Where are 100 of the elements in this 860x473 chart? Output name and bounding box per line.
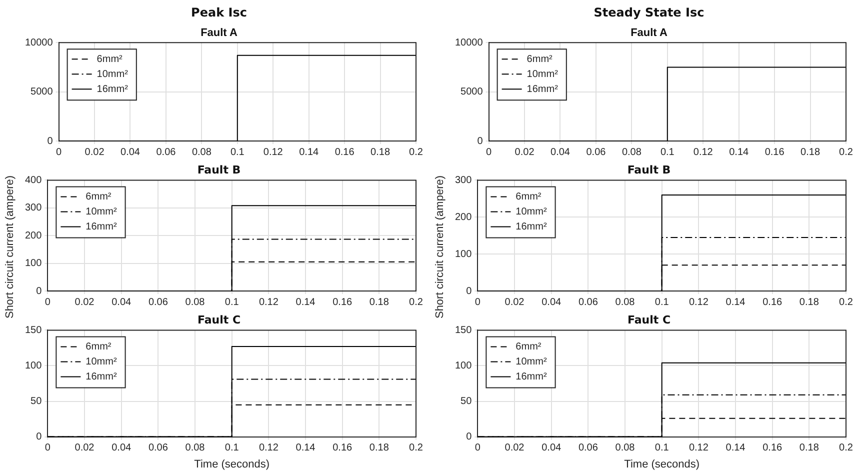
x-tick-label: 0.14 [726, 296, 746, 308]
chart-title: Peak Isc [191, 5, 247, 20]
legend-label: 10mm² [86, 206, 118, 218]
y-tick-label: 400 [24, 174, 42, 186]
x-tick-label: 0.08 [615, 442, 636, 454]
x-tick-label: 0.02 [74, 296, 95, 308]
x-tick-label: 0.18 [799, 442, 820, 454]
x-tick-label: 0.04 [120, 146, 140, 158]
x-tick-label: 0.02 [504, 296, 525, 308]
x-tick-label: 0.08 [185, 296, 206, 308]
x-tick-label: 0.02 [514, 146, 535, 158]
chart-subtitle: Fault A [630, 27, 668, 40]
x-axis-title: Time (seconds) [194, 458, 270, 470]
x-tick-label: 0.18 [369, 296, 390, 308]
legend-label: 10mm² [516, 206, 548, 218]
y-tick-label: 50 [30, 396, 42, 408]
x-tick-label: 0.06 [156, 146, 176, 158]
y-tick-label: 100 [454, 360, 472, 372]
x-tick-label: 0.04 [542, 442, 562, 454]
y-axis-title: Short circuit current (ampere) [434, 175, 446, 319]
x-tick-label: 0.2 [409, 296, 424, 308]
x-tick-label: 0.06 [148, 442, 168, 454]
x-tick-label: 0.08 [615, 296, 636, 308]
legend-label: 16mm² [86, 371, 118, 382]
legend-label: 6mm² [86, 191, 112, 202]
x-tick-label: 0.18 [370, 146, 390, 158]
y-tick-label: 0 [36, 432, 42, 443]
y-tick-label: 10000 [454, 37, 484, 48]
x-tick-label: 0.1 [654, 296, 670, 308]
y-tick-label: 10000 [24, 37, 54, 48]
y-tick-label: 0 [466, 286, 472, 297]
x-axis-title: Time (seconds) [624, 458, 700, 470]
x-tick-label: 0.1 [654, 442, 670, 454]
legend-label: 6mm² [96, 54, 124, 65]
x-tick-label: 0.02 [74, 442, 95, 454]
chart-title: Fault B [197, 163, 241, 176]
x-tick-label: 0.06 [148, 296, 168, 308]
x-tick-label: 0.06 [578, 442, 598, 454]
x-tick-label: 0.14 [726, 442, 746, 454]
legend-label: 6mm² [86, 341, 112, 352]
legend-label: 16mm² [526, 84, 559, 95]
x-tick-label: 0.06 [586, 146, 606, 158]
legend-label: 6mm² [516, 341, 542, 352]
x-tick-label: 0.12 [258, 296, 279, 308]
x-tick-label: 0.16 [762, 296, 783, 308]
x-tick-label: 0.1 [230, 146, 245, 158]
x-tick-label: 0.2 [839, 146, 854, 158]
chart-title: Steady State Isc [594, 5, 704, 20]
legend-label: 16mm² [516, 221, 548, 232]
y-axis-title: Short circuit current (ampere) [4, 175, 16, 319]
x-tick-label: 0.02 [504, 442, 525, 454]
x-tick-label: 0.14 [299, 146, 320, 158]
y-tick-label: 300 [24, 202, 42, 214]
y-tick-label: 0 [36, 286, 42, 297]
y-tick-label: 300 [454, 174, 472, 186]
x-tick-label: 0.16 [762, 442, 783, 454]
x-tick-label: 0.02 [84, 146, 105, 158]
legend-label: 10mm² [526, 68, 559, 80]
x-tick-label: 0.14 [729, 146, 750, 158]
x-tick-label: 0.04 [542, 296, 562, 308]
x-tick-label: 0.04 [112, 442, 132, 454]
chart-title: Fault B [627, 163, 671, 176]
x-tick-label: 0.1 [660, 146, 675, 158]
x-tick-label: 0.12 [258, 442, 279, 454]
y-tick-label: 100 [24, 360, 42, 372]
legend-label: 10mm² [96, 68, 129, 80]
x-tick-label: 0.2 [409, 442, 424, 454]
x-tick-label: 0 [486, 146, 492, 158]
x-tick-label: 0.08 [185, 442, 206, 454]
y-tick-label: 200 [454, 212, 472, 223]
x-tick-label: 0.12 [693, 146, 714, 158]
x-tick-label: 0.14 [296, 442, 316, 454]
x-tick-label: 0.14 [296, 296, 316, 308]
y-tick-label: 0 [466, 432, 472, 443]
x-tick-label: 0.12 [688, 296, 709, 308]
legend-label: 10mm² [86, 356, 118, 368]
x-tick-label: 0.18 [800, 146, 820, 158]
x-tick-label: 0.1 [224, 296, 240, 308]
x-tick-label: 0 [56, 146, 62, 158]
x-tick-label: 0.18 [799, 296, 820, 308]
y-tick-label: 150 [24, 324, 42, 336]
legend-label: 10mm² [516, 356, 548, 368]
chart-title: Fault C [627, 313, 671, 326]
x-tick-label: 0.08 [192, 146, 212, 158]
y-tick-label: 150 [454, 324, 472, 336]
legend-label: 16mm² [96, 84, 129, 95]
x-tick-label: 0.04 [112, 296, 132, 308]
legend-label: 16mm² [516, 371, 548, 382]
y-tick-label: 0 [47, 136, 54, 147]
y-tick-label: 200 [24, 230, 42, 242]
y-tick-label: 5000 [30, 86, 54, 98]
y-tick-label: 50 [460, 396, 472, 408]
x-tick-label: 0.08 [622, 146, 642, 158]
legend-label: 6mm² [516, 191, 542, 202]
legend-label: 16mm² [86, 221, 118, 232]
x-tick-label: 0.06 [578, 296, 598, 308]
x-tick-label: 0.16 [332, 442, 353, 454]
x-tick-label: 0.16 [764, 146, 785, 158]
x-tick-label: 0.2 [409, 146, 424, 158]
x-tick-label: 0.18 [369, 442, 390, 454]
